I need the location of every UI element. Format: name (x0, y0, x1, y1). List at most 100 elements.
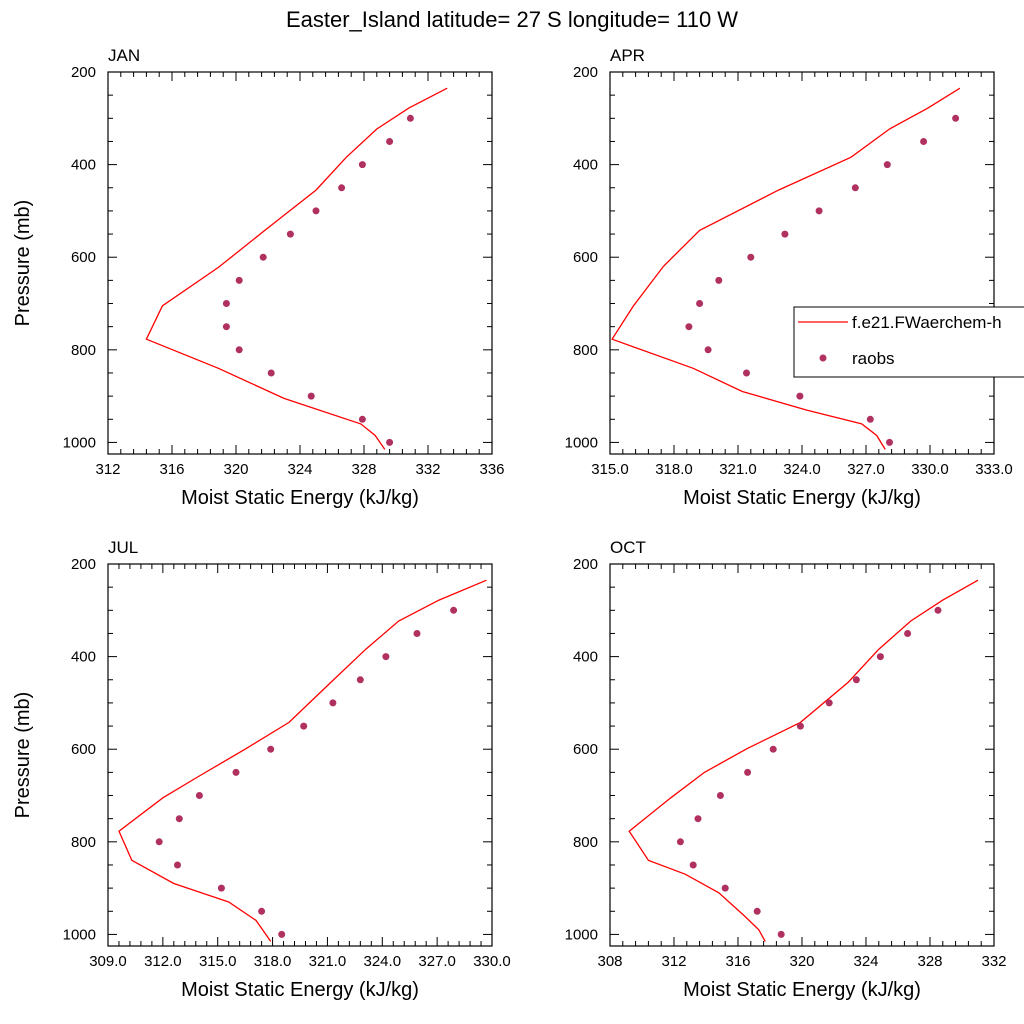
x-tick-label: 312 (95, 461, 120, 478)
obs-point (286, 230, 294, 238)
panel-oct: OCT 308 312 316 320 324 328 332 200 400 600 800 1000… (565, 538, 1007, 1001)
x-tick-label: 318.0 (254, 953, 292, 970)
obs-point (413, 630, 421, 637)
x-tick-label: 327.0 (847, 461, 885, 478)
obs-point (386, 438, 394, 446)
obs-point (694, 815, 702, 823)
x-tick-label: 327.0 (418, 953, 456, 970)
x-axis-title: Moist Static Energy (kJ/kg) (683, 487, 921, 509)
obs-point (175, 815, 183, 823)
figure-title: Easter_Island latitude= 27 S longitude= … (286, 7, 738, 32)
obs-point (235, 276, 243, 284)
obs-point (259, 253, 267, 261)
obs-point (267, 369, 275, 377)
y-tick-label: 600 (573, 249, 598, 266)
x-tick-label: 315.0 (199, 953, 237, 970)
obs-point (356, 676, 364, 684)
obs-point (222, 300, 230, 307)
y-tick-label: 600 (573, 741, 598, 758)
obs-point (876, 653, 884, 661)
obs-point (676, 838, 684, 846)
panel-label: APR (610, 46, 645, 65)
obs-point (743, 369, 750, 377)
obs-point (952, 114, 960, 122)
obs-point (781, 230, 789, 238)
x-tick-label: 312 (661, 953, 686, 970)
x-axis-title: Moist Static Energy (kJ/kg) (181, 979, 419, 1001)
y-tick-label: 200 (573, 556, 598, 573)
y-tick-label: 1000 (565, 926, 598, 943)
x-tick-label: 324.0 (364, 953, 402, 970)
x-tick-label: 320 (789, 953, 814, 970)
obs-point (329, 699, 337, 707)
y-tick-label: 800 (71, 342, 96, 359)
legend-obs-label: raobs (852, 349, 895, 368)
x-tick-label: 333.0 (975, 461, 1013, 478)
y-tick-label: 200 (573, 64, 598, 81)
y-tick-label: 800 (71, 834, 96, 851)
plot-frame (107, 563, 493, 947)
obs-point (920, 138, 928, 145)
x-tick-label: 328 (351, 461, 376, 478)
obs-point (312, 207, 320, 215)
obs-point (934, 606, 942, 614)
y-tick-label: 600 (71, 249, 96, 266)
x-tick-label: 336 (479, 461, 504, 478)
y-tick-label: 1000 (63, 434, 96, 451)
x-tick-label: 312.0 (144, 953, 182, 970)
obs-point (222, 323, 230, 331)
obs-point (358, 161, 366, 169)
obs-point (825, 699, 833, 707)
x-tick-label: 308 (597, 953, 622, 970)
x-tick-label: 309.0 (89, 953, 127, 970)
x-tick-label: 328 (917, 953, 942, 970)
obs-point (155, 838, 163, 846)
panel-jan: JAN 312 316 320 324 328 332 336 200 400 600 800 1000… (12, 46, 505, 509)
panel-label: OCT (610, 538, 646, 557)
obs-point (278, 930, 286, 938)
x-tick-label: 316 (159, 461, 184, 478)
y-tick-label: 200 (71, 64, 96, 81)
y-tick-label: 400 (573, 157, 598, 174)
x-tick-label: 321.0 (719, 461, 757, 478)
obs-point (704, 346, 712, 354)
model-line (628, 579, 979, 942)
legend-box (793, 306, 1024, 378)
x-tick-label: 330.0 (911, 461, 949, 478)
obs-point (753, 907, 761, 915)
y-tick-label: 1000 (63, 926, 96, 943)
obs-point (716, 792, 724, 799)
obs-point (796, 722, 804, 730)
y-axis-title: Pressure (mb) (12, 200, 34, 327)
panel-jul: JUL 309.0 312.0 315.0 318.0 321.0 324.0 327.0 33… (12, 538, 511, 1001)
obs-point (747, 253, 755, 261)
y-axis-title: Pressure (mb) (12, 692, 34, 819)
obs-point (235, 346, 243, 354)
obs-point (358, 415, 366, 423)
y-tick-label: 400 (71, 649, 96, 666)
x-tick-label: 316 (725, 953, 750, 970)
x-tick-label: 332 (415, 461, 440, 478)
plot-frame (609, 563, 995, 947)
panel-apr: APR 315.0 318.0 321.0 324.0 327.0 330.0 333.0 20… (565, 46, 1013, 509)
plot-frame (107, 71, 493, 455)
obs-point (815, 207, 823, 215)
x-tick-label: 324 (287, 461, 312, 478)
obs-point (232, 768, 240, 776)
obs-point (852, 676, 860, 684)
y-tick-label: 400 (573, 649, 598, 666)
panels: JAN 312 316 320 324 328 332 336 200 400 600 800 1000… (12, 46, 1013, 1001)
y-tick-label: 800 (573, 342, 598, 359)
panel-label: JUL (108, 538, 138, 557)
obs-point (886, 438, 893, 446)
y-tick-label: 800 (573, 834, 598, 851)
legend-model-label: f.e21.FWaerchem-h (852, 313, 1002, 332)
x-axis-title: Moist Static Energy (kJ/kg) (683, 979, 921, 1001)
obs-point (450, 606, 458, 614)
x-tick-label: 324.0 (783, 461, 821, 478)
x-tick-label: 330.0 (473, 953, 511, 970)
obs-point (258, 907, 266, 915)
y-tick-label: 200 (71, 556, 96, 573)
model-line (145, 87, 448, 450)
